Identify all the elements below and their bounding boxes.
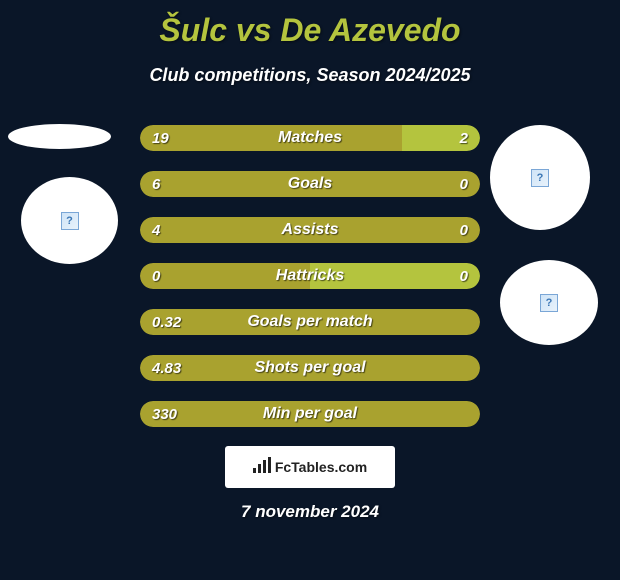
stat-value-left: 0.32 [152,314,181,331]
stat-value-right: 0 [460,268,468,285]
stat-label: Matches [278,129,342,147]
stat-row: 4 0 Assists [140,217,480,243]
stat-label: Min per goal [263,405,357,423]
footer-date: 7 november 2024 [241,502,379,522]
stat-label: Assists [282,221,339,239]
stat-label: Hattricks [276,267,344,285]
stat-label: Shots per goal [254,359,365,377]
placeholder-icon: ? [540,294,558,312]
stats-container: 19 2 Matches 6 0 Goals 4 0 Assists 0 0 Hattricks 0.3… [140,125,480,447]
placeholder-icon: ? [531,169,549,187]
stat-value-left: 6 [152,176,160,193]
signal-icon [253,457,271,478]
stat-row: 6 0 Goals [140,171,480,197]
stat-value-right: 0 [460,176,468,193]
stat-value-right: 0 [460,222,468,239]
player-right-badge-1: ? [490,125,590,230]
stat-value-left: 19 [152,130,169,147]
stat-value-left: 0 [152,268,160,285]
stat-value-right: 2 [460,130,468,147]
stat-bar-right [402,125,480,151]
stat-value-left: 4.83 [152,360,181,377]
subtitle: Club competitions, Season 2024/2025 [0,65,620,86]
player-left-ellipse [8,124,111,149]
stat-value-left: 4 [152,222,160,239]
stat-row: 0 0 Hattricks [140,263,480,289]
stat-row: 19 2 Matches [140,125,480,151]
stat-value-left: 330 [152,406,177,423]
player-left-badge: ? [21,177,118,264]
stat-label: Goals [288,175,332,193]
player-right-badge-2: ? [500,260,598,345]
placeholder-icon: ? [61,212,79,230]
footer-brand-badge: FcTables.com [225,446,395,488]
footer-brand-text: FcTables.com [275,459,367,475]
stat-row: 330 Min per goal [140,401,480,427]
page-title: Šulc vs De Azevedo [0,0,620,49]
stat-row: 4.83 Shots per goal [140,355,480,381]
stat-label: Goals per match [247,313,372,331]
stat-row: 0.32 Goals per match [140,309,480,335]
stat-bar-left [140,125,402,151]
